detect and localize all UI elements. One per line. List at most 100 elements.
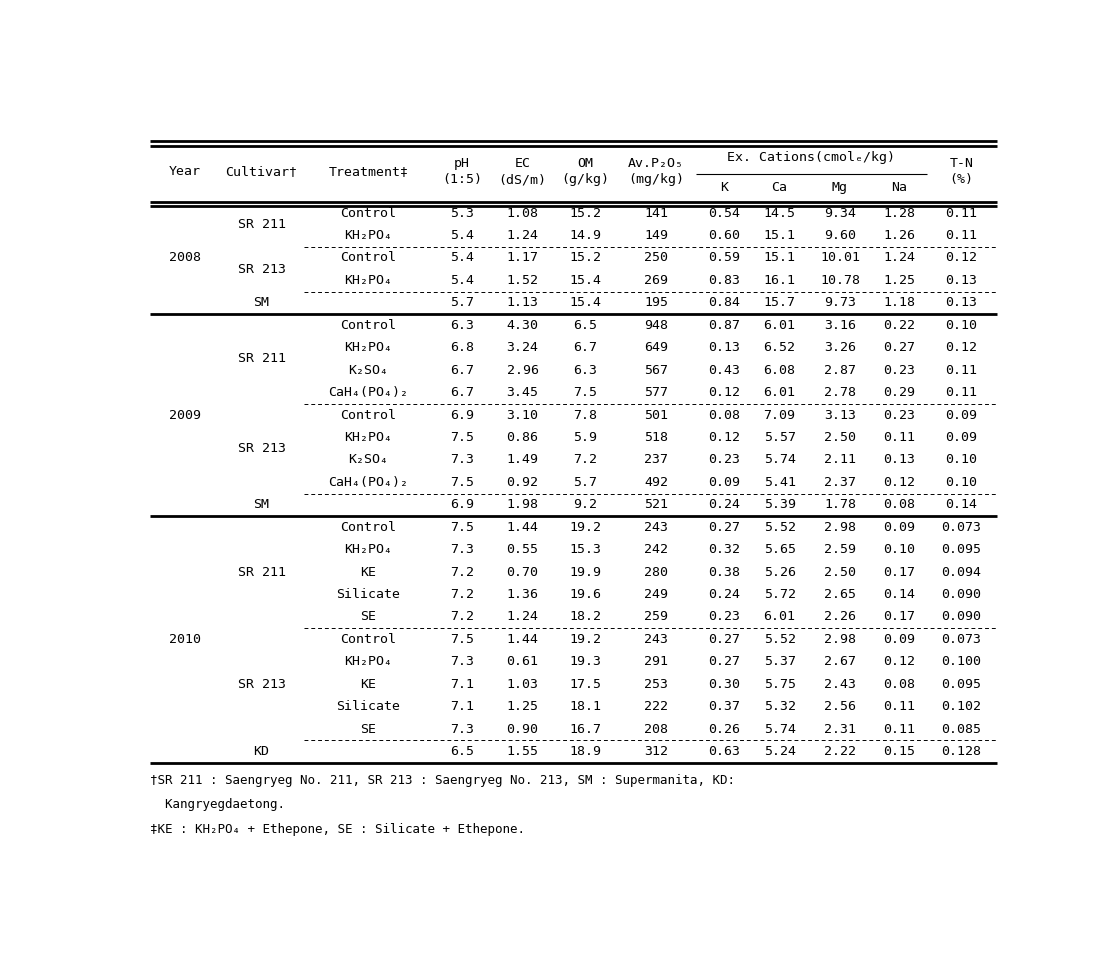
Text: 7.3: 7.3 (450, 543, 474, 556)
Text: 0.86: 0.86 (507, 431, 538, 444)
Text: 0.12: 0.12 (946, 252, 978, 264)
Text: 149: 149 (645, 229, 668, 242)
Text: 1.52: 1.52 (507, 274, 538, 287)
Text: Control: Control (340, 408, 396, 422)
Text: 15.1: 15.1 (763, 252, 796, 264)
Text: 501: 501 (645, 408, 668, 422)
Text: 5.39: 5.39 (763, 499, 796, 511)
Text: 0.27: 0.27 (707, 633, 740, 646)
Text: 0.30: 0.30 (707, 678, 740, 691)
Text: 0.09: 0.09 (946, 408, 978, 422)
Text: 19.2: 19.2 (568, 633, 601, 646)
Text: 0.12: 0.12 (883, 476, 915, 489)
Text: 3.24: 3.24 (507, 341, 538, 355)
Text: 7.3: 7.3 (450, 454, 474, 466)
Text: 2009: 2009 (169, 408, 200, 422)
Text: 0.23: 0.23 (707, 610, 740, 624)
Text: K₂SO₄: K₂SO₄ (348, 363, 388, 377)
Text: 0.073: 0.073 (941, 521, 981, 533)
Text: 0.090: 0.090 (941, 610, 981, 624)
Text: 2.65: 2.65 (824, 588, 856, 601)
Text: 1.78: 1.78 (824, 499, 856, 511)
Text: 242: 242 (645, 543, 668, 556)
Text: KD: KD (254, 745, 270, 758)
Text: Control: Control (340, 319, 396, 332)
Text: 250: 250 (645, 252, 668, 264)
Text: 0.60: 0.60 (707, 229, 740, 242)
Text: 0.13: 0.13 (883, 454, 915, 466)
Text: 1.24: 1.24 (507, 229, 538, 242)
Text: 15.3: 15.3 (568, 543, 601, 556)
Text: 9.2: 9.2 (573, 499, 598, 511)
Text: 253: 253 (645, 678, 668, 691)
Text: 0.095: 0.095 (941, 678, 981, 691)
Text: 0.17: 0.17 (883, 610, 915, 624)
Text: Cultivar†: Cultivar† (226, 165, 298, 178)
Text: Ca: Ca (772, 181, 788, 194)
Text: 0.12: 0.12 (883, 655, 915, 668)
Text: SR 211: SR 211 (237, 566, 285, 579)
Text: 1.55: 1.55 (507, 745, 538, 758)
Text: 15.7: 15.7 (763, 296, 796, 309)
Text: 2.87: 2.87 (824, 363, 856, 377)
Text: KH₂PO₄: KH₂PO₄ (345, 274, 393, 287)
Text: 7.2: 7.2 (573, 454, 598, 466)
Text: 269: 269 (645, 274, 668, 287)
Text: 249: 249 (645, 588, 668, 601)
Text: 0.83: 0.83 (707, 274, 740, 287)
Text: 649: 649 (645, 341, 668, 355)
Text: 0.094: 0.094 (941, 566, 981, 579)
Text: 1.28: 1.28 (883, 207, 915, 220)
Text: 0.32: 0.32 (707, 543, 740, 556)
Text: 5.4: 5.4 (450, 229, 474, 242)
Text: 0.13: 0.13 (707, 341, 740, 355)
Text: 0.43: 0.43 (707, 363, 740, 377)
Text: 5.3: 5.3 (450, 207, 474, 220)
Text: 1.24: 1.24 (507, 610, 538, 624)
Text: 280: 280 (645, 566, 668, 579)
Text: SM: SM (254, 499, 270, 511)
Text: 14.9: 14.9 (568, 229, 601, 242)
Text: 15.2: 15.2 (568, 207, 601, 220)
Text: 6.9: 6.9 (450, 499, 474, 511)
Text: 2.78: 2.78 (824, 386, 856, 399)
Text: SR 211: SR 211 (237, 353, 285, 365)
Text: 19.9: 19.9 (568, 566, 601, 579)
Text: 2010: 2010 (169, 633, 200, 646)
Text: 1.36: 1.36 (507, 588, 538, 601)
Text: 0.12: 0.12 (707, 431, 740, 444)
Text: Na: Na (891, 181, 908, 194)
Text: 2.31: 2.31 (824, 723, 856, 735)
Text: 2.50: 2.50 (824, 566, 856, 579)
Text: 0.10: 0.10 (946, 319, 978, 332)
Text: 0.27: 0.27 (707, 521, 740, 533)
Text: 6.3: 6.3 (450, 319, 474, 332)
Text: Control: Control (340, 207, 396, 220)
Text: 1.98: 1.98 (507, 499, 538, 511)
Text: 0.92: 0.92 (507, 476, 538, 489)
Text: 243: 243 (645, 521, 668, 533)
Text: 7.8: 7.8 (573, 408, 598, 422)
Text: 2.22: 2.22 (824, 745, 856, 758)
Text: 14.5: 14.5 (763, 207, 796, 220)
Text: 5.74: 5.74 (763, 454, 796, 466)
Text: 18.9: 18.9 (568, 745, 601, 758)
Text: 567: 567 (645, 363, 668, 377)
Text: 291: 291 (645, 655, 668, 668)
Text: 312: 312 (645, 745, 668, 758)
Text: 0.61: 0.61 (507, 655, 538, 668)
Text: 5.37: 5.37 (763, 655, 796, 668)
Text: Kangryegdaetong.: Kangryegdaetong. (150, 799, 285, 811)
Text: Silicate: Silicate (337, 588, 401, 601)
Text: 1.13: 1.13 (507, 296, 538, 309)
Text: 0.10: 0.10 (883, 543, 915, 556)
Text: 2008: 2008 (169, 252, 200, 264)
Text: 5.7: 5.7 (450, 296, 474, 309)
Text: 7.3: 7.3 (450, 655, 474, 668)
Text: 518: 518 (645, 431, 668, 444)
Text: 195: 195 (645, 296, 668, 309)
Text: 7.3: 7.3 (450, 723, 474, 735)
Text: 1.25: 1.25 (507, 701, 538, 713)
Text: 7.5: 7.5 (573, 386, 598, 399)
Text: 2.98: 2.98 (824, 521, 856, 533)
